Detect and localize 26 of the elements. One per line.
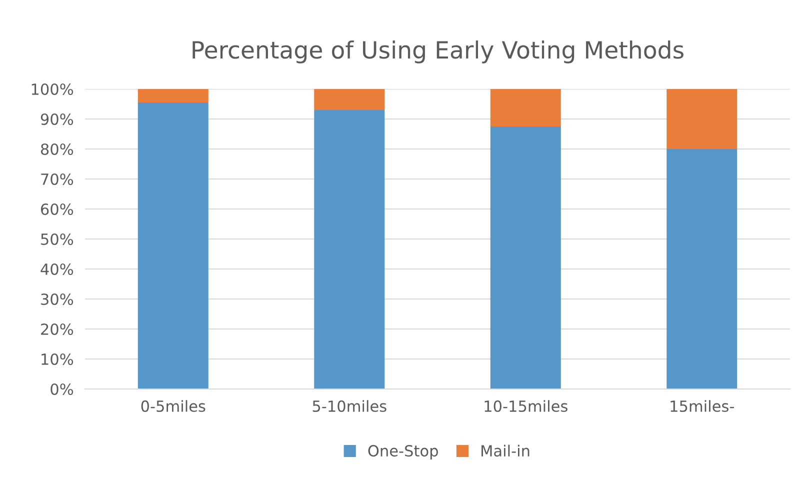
y-tick-label: 30% bbox=[41, 293, 74, 306]
x-tick-label: 5-10miles bbox=[312, 400, 386, 412]
legend-label: One-Stop bbox=[368, 445, 438, 460]
bar bbox=[138, 102, 208, 389]
x-tick-label: 15miles- bbox=[670, 400, 734, 412]
bar bbox=[666, 149, 738, 389]
y-tick-label: 60% bbox=[41, 203, 74, 216]
y-tick-label: 0% bbox=[50, 383, 74, 396]
bar bbox=[490, 126, 561, 389]
y-tick-label: 80% bbox=[40, 143, 74, 156]
bar bbox=[138, 89, 208, 102]
x-tick-label: 10-15miles bbox=[484, 400, 568, 412]
y-tick-label: 20% bbox=[41, 323, 74, 336]
bar bbox=[314, 110, 385, 389]
legend-label: Mail-in bbox=[482, 444, 530, 457]
y-tick-label: 40% bbox=[40, 263, 74, 276]
y-tick-label: 50% bbox=[41, 233, 74, 246]
y-tick-label: 90% bbox=[40, 113, 74, 126]
bar bbox=[314, 89, 385, 110]
y-tick-label: 70% bbox=[41, 173, 74, 186]
x-tick-label: 0-5miles bbox=[141, 400, 206, 412]
y-tick-label: 100% bbox=[32, 83, 74, 96]
bar bbox=[490, 89, 561, 126]
bar bbox=[666, 89, 738, 149]
chart-title: Percentage of Using Early Voting Methods bbox=[192, 40, 684, 64]
y-tick-label: 10% bbox=[42, 353, 74, 366]
